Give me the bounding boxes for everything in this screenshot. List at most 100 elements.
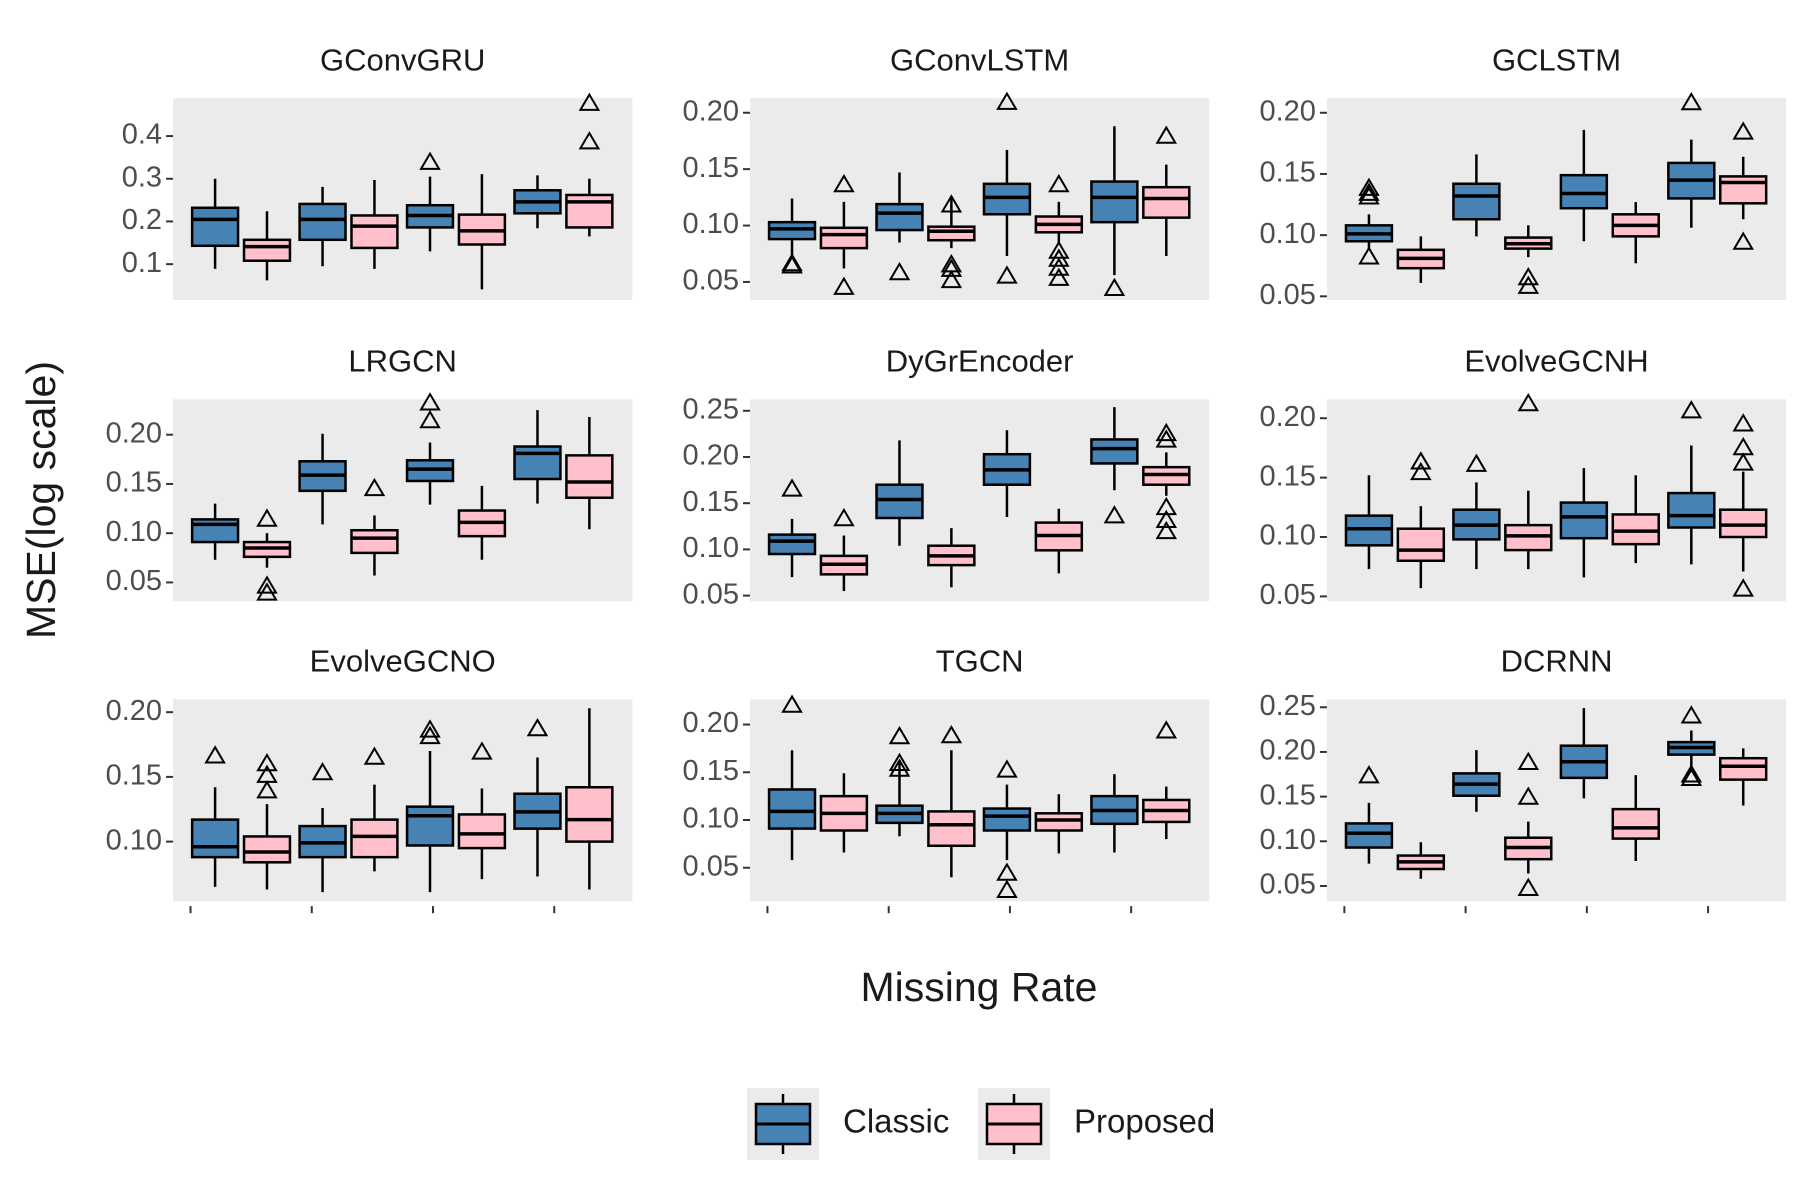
outlier — [1048, 257, 1070, 276]
box — [1504, 523, 1553, 552]
y-tick-label: 0.3 — [122, 161, 162, 193]
box — [565, 193, 614, 229]
panel-title: LRGCN — [348, 343, 457, 378]
box — [1090, 438, 1139, 465]
outlier — [833, 276, 855, 295]
outlier — [1155, 520, 1178, 540]
y-tick-label: 0.05 — [106, 565, 162, 597]
panel-title: TGCN — [936, 643, 1024, 678]
x-axis-label: Missing Rate — [861, 964, 1098, 1010]
outlier — [1410, 451, 1432, 470]
outlier — [311, 762, 334, 781]
outlier — [1155, 429, 1178, 448]
box — [242, 238, 292, 262]
outlier — [1155, 125, 1178, 144]
outlier — [940, 258, 963, 277]
box — [350, 214, 399, 250]
box — [298, 202, 347, 242]
outlier — [1680, 764, 1703, 783]
y-tick-label: 0.20 — [106, 417, 162, 449]
outlier — [1358, 182, 1380, 201]
y-tick-label: 0.15 — [683, 486, 739, 518]
outlier — [1358, 765, 1380, 784]
outlier — [996, 879, 1018, 898]
y-tick-label: 0.20 — [1259, 735, 1315, 767]
outlier — [1048, 267, 1070, 286]
box — [1719, 508, 1768, 539]
y-tick-label: 0.10 — [1259, 520, 1315, 552]
outlier — [781, 694, 803, 713]
outlier — [833, 507, 855, 527]
outlier — [419, 409, 441, 429]
box — [927, 225, 976, 242]
outlier — [833, 173, 855, 193]
panel-title: DCRNN — [1501, 643, 1613, 678]
y-tick-label: 0.10 — [1259, 218, 1315, 250]
outlier — [256, 508, 278, 527]
outlier — [1358, 177, 1380, 196]
outlier — [1517, 275, 1540, 294]
box — [1344, 822, 1394, 849]
panel-title: GCLSTM — [1492, 42, 1621, 77]
outlier — [419, 151, 441, 170]
box — [1142, 185, 1191, 219]
panel-background — [750, 699, 1210, 902]
box — [350, 528, 399, 555]
y-tick-label: 0.10 — [1259, 824, 1315, 856]
outlier — [888, 261, 911, 281]
panel-background — [173, 98, 633, 300]
box — [767, 788, 817, 830]
box — [982, 807, 1032, 832]
box — [350, 818, 399, 859]
y-tick-label: 0.20 — [683, 707, 739, 739]
outlier — [996, 91, 1018, 110]
box — [1344, 514, 1394, 547]
outlier — [940, 725, 963, 744]
y-tick-label: 0.15 — [1259, 157, 1315, 189]
y-tick-label: 0.05 — [683, 265, 739, 297]
y-tick-label: 0.05 — [683, 850, 739, 882]
outlier — [1732, 231, 1754, 250]
y-tick-label: 0.2 — [122, 204, 162, 236]
outlier — [1155, 720, 1178, 739]
box — [1396, 527, 1446, 563]
outlier — [1732, 413, 1754, 432]
box — [565, 785, 614, 843]
box — [457, 813, 507, 850]
y-tick-label: 0.15 — [106, 760, 162, 792]
y-tick-label: 0.20 — [1259, 401, 1315, 433]
outlier — [1103, 505, 1126, 524]
panel-background — [1326, 98, 1787, 300]
panel-title: EvolveGCNH — [1464, 343, 1648, 378]
outlier — [781, 252, 803, 272]
box — [1559, 501, 1609, 540]
y-tick-label: 0.20 — [1259, 95, 1315, 127]
outlier — [363, 746, 386, 765]
box — [405, 805, 455, 847]
outlier — [419, 725, 441, 745]
outlier — [1680, 400, 1703, 419]
box — [875, 202, 924, 232]
outlier — [419, 392, 441, 411]
outlier — [363, 477, 386, 497]
outlier — [256, 752, 278, 772]
outlier — [1048, 248, 1070, 267]
box — [565, 454, 614, 499]
y-axis-label: MSE(log scale) — [18, 361, 64, 639]
y-tick-label: 0.05 — [1259, 579, 1315, 611]
box — [1719, 175, 1768, 205]
box — [819, 226, 869, 250]
outlier — [1680, 705, 1703, 724]
y-tick-label: 0.05 — [683, 578, 739, 610]
y-tick-label: 0.15 — [1259, 460, 1315, 492]
panel-title: GConvLSTM — [890, 42, 1069, 77]
box — [513, 445, 562, 481]
box — [190, 206, 240, 248]
legend-label: Proposed — [1074, 1103, 1215, 1140]
y-tick-label: 0.20 — [683, 440, 739, 472]
y-tick-label: 0.20 — [106, 695, 162, 727]
outlier — [1732, 452, 1754, 471]
outlier — [1517, 877, 1540, 896]
outlier — [1358, 246, 1380, 265]
